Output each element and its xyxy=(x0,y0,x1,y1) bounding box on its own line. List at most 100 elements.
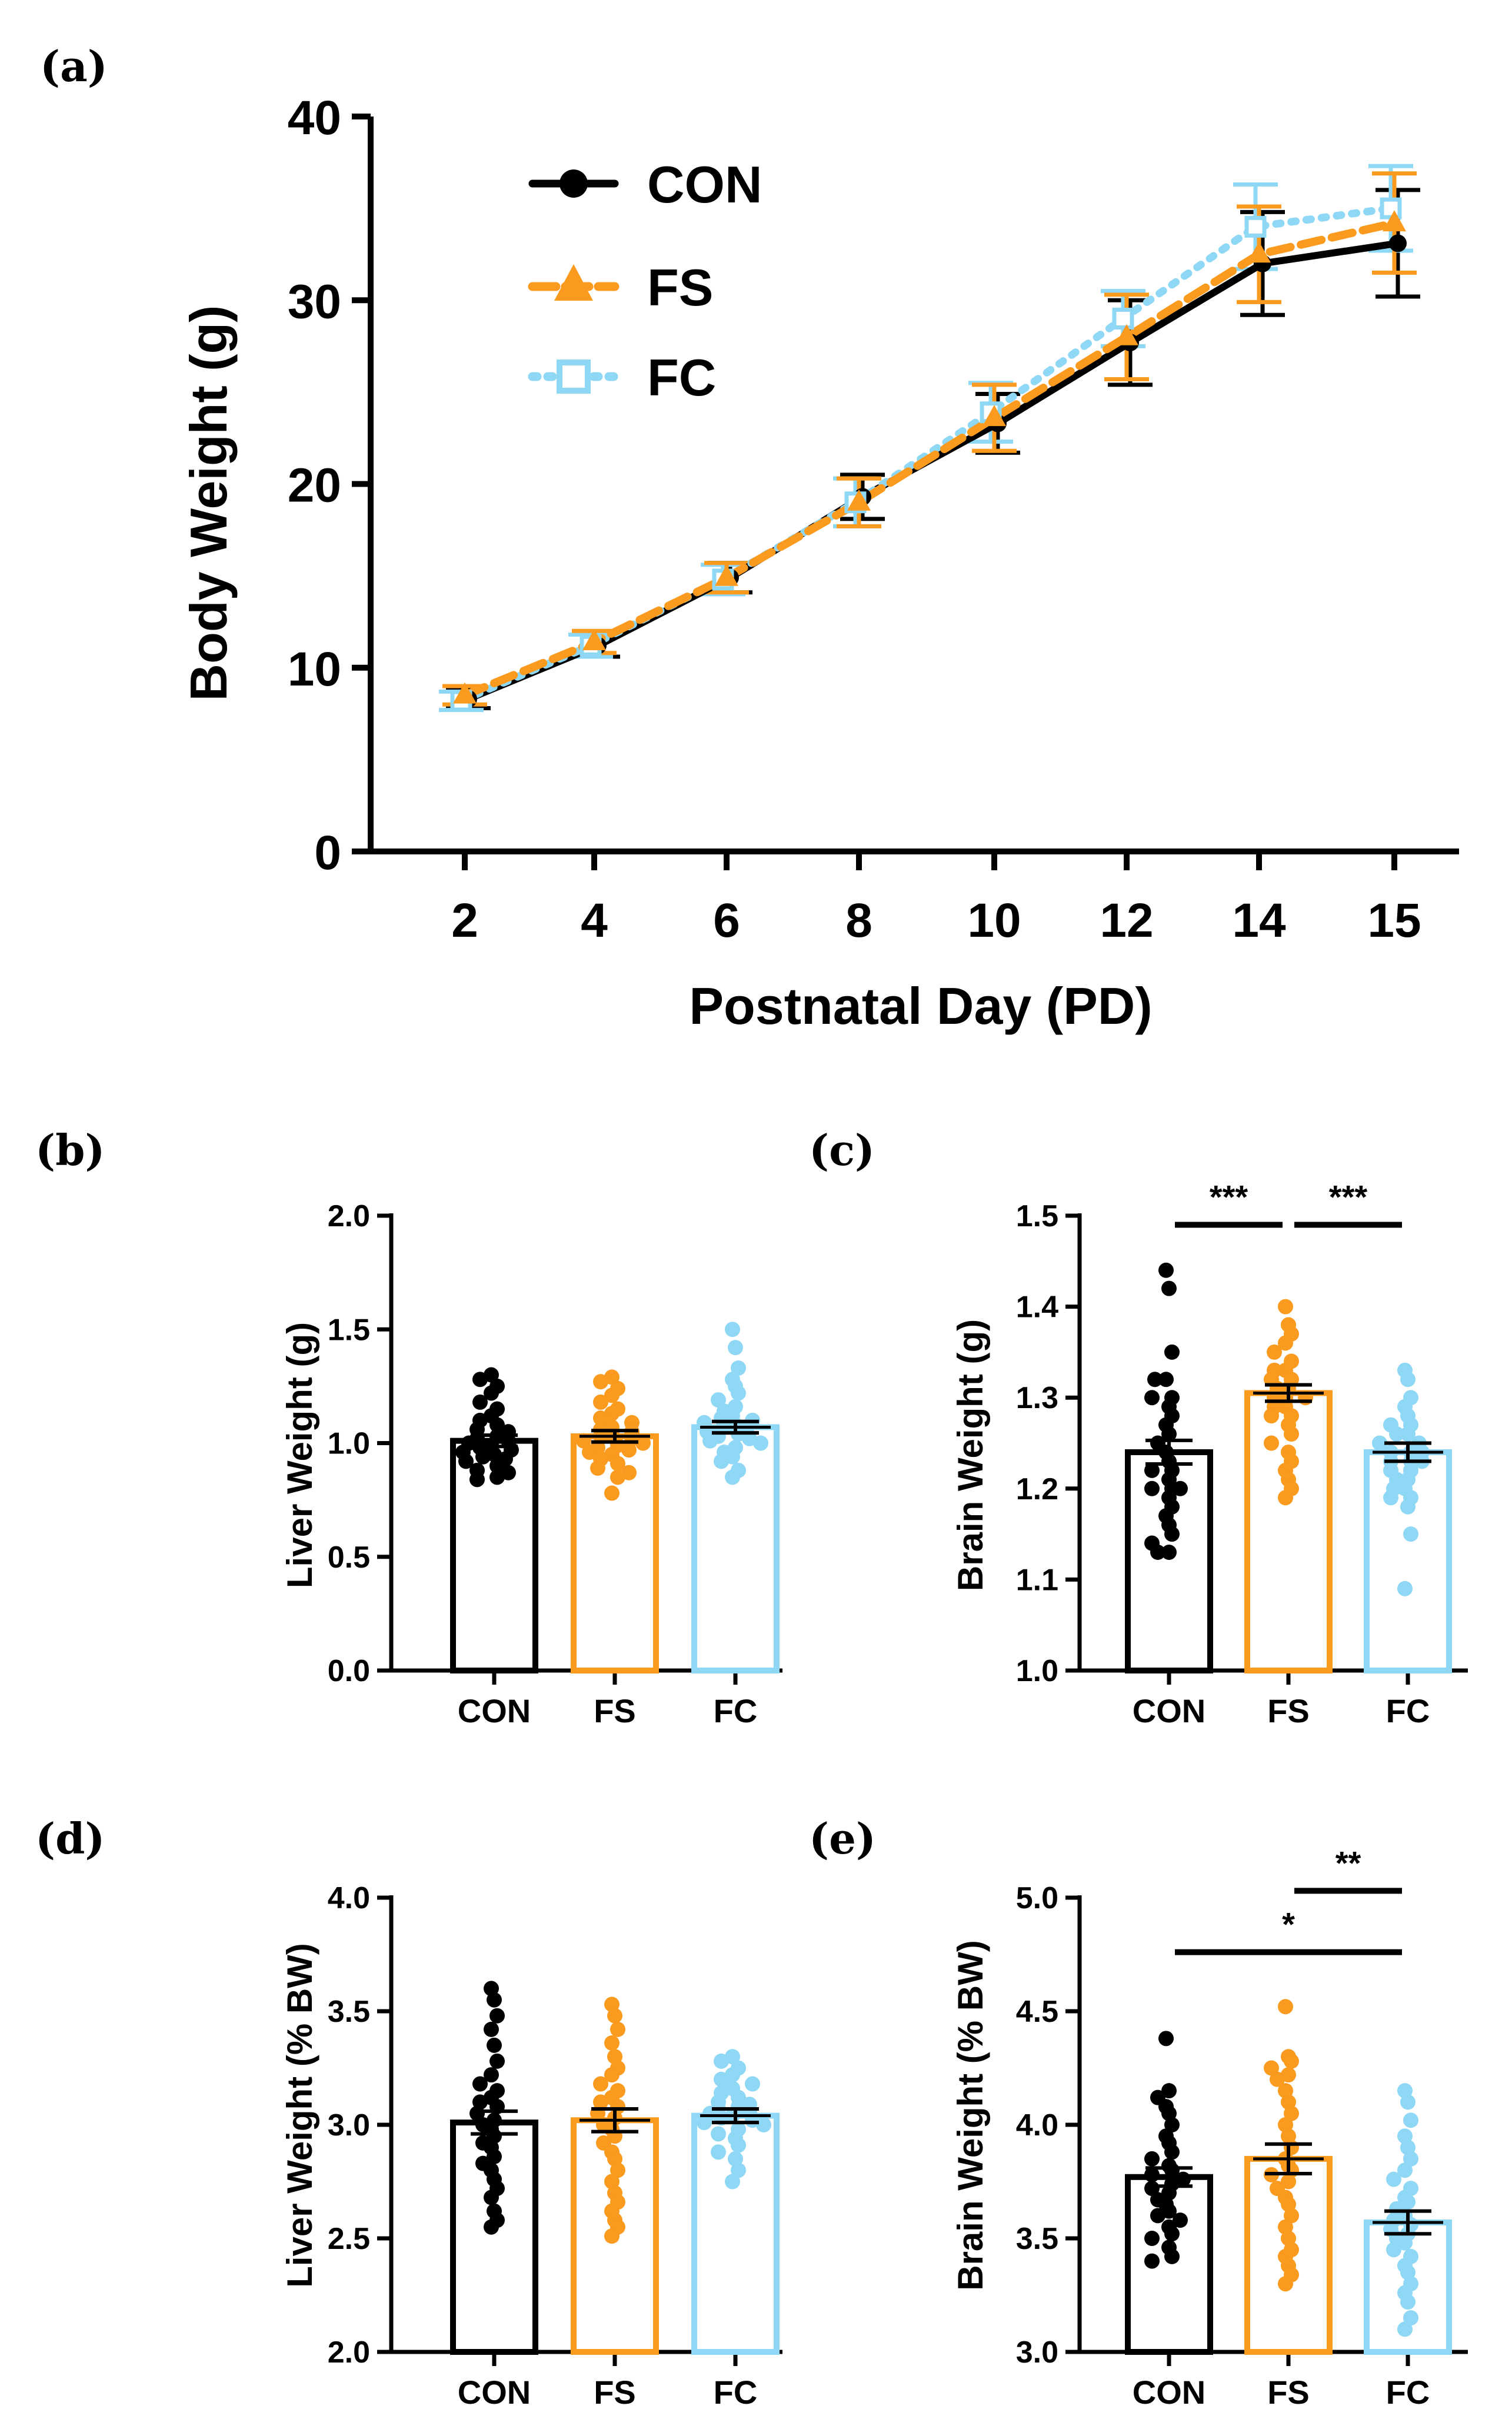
panel-c-significance-label: *** xyxy=(1329,1178,1368,1215)
panel-b-point-fs xyxy=(635,1435,651,1451)
panel-a-label: (a) xyxy=(40,41,108,91)
panel-e-point-fc xyxy=(1386,2242,1401,2258)
panel-d-point-fc xyxy=(714,2071,729,2087)
panel-b-point-fc xyxy=(731,1385,746,1401)
panel-d-x-tick-label: CON xyxy=(458,2374,531,2411)
panel-c-point-fc xyxy=(1372,1435,1387,1451)
panel-a-y-tick-label: 10 xyxy=(288,643,341,696)
panel-e-point-con xyxy=(1144,2167,1160,2182)
panel-e-point-fc xyxy=(1397,2321,1413,2337)
panel-e-y-tick-label: 3.5 xyxy=(1016,2222,1058,2256)
panel-c-y-tick-label: 1.4 xyxy=(1016,1290,1058,1325)
panel-d-point-fs xyxy=(607,2008,622,2024)
panel-a-x-tick-label: 15 xyxy=(1367,894,1421,947)
panel-b-point-fs xyxy=(593,1410,608,1426)
panel-c-bar-chart: (c) Brain Weight (g) 1.0 1.1 1.2 1.3 1.4 1.5 C… xyxy=(809,1125,1468,1729)
panel-e-point-con xyxy=(1144,2253,1160,2269)
panel-e-point-fc xyxy=(1403,2151,1418,2167)
panel-b-point-fc xyxy=(714,1453,729,1469)
panel-d-point-con xyxy=(472,2076,488,2092)
panel-d-point-fc xyxy=(711,2126,726,2142)
panel-c-y-tick-label: 1.0 xyxy=(1016,1654,1058,1688)
panel-e-point-fs xyxy=(1281,2174,1296,2190)
panel-c-point-fc xyxy=(1400,1426,1416,1442)
panel-d-point-con xyxy=(484,2067,499,2083)
panel-e-point-con xyxy=(1158,2031,1174,2047)
panel-a-line-chart: (a) Body Weight (g) Postnatal Day (PD) 0… xyxy=(40,41,1459,1035)
panel-b-point-fc xyxy=(728,1340,743,1356)
panel-d-point-con xyxy=(484,2021,499,2037)
panel-a-point-fc xyxy=(1244,215,1267,238)
panel-c-point-fs xyxy=(1264,1435,1279,1451)
panel-d-point-con xyxy=(487,2149,502,2165)
legend-marker-fs xyxy=(554,264,593,301)
panel-c-y-tick-label: 1.5 xyxy=(1016,1199,1058,1233)
panel-d-y-tick-label: 3.0 xyxy=(328,2108,370,2142)
panel-a-y-tick-label: 20 xyxy=(288,459,341,513)
panel-b-point-fs xyxy=(582,1444,597,1460)
panel-e-point-fs xyxy=(1278,2276,1293,2292)
panel-a-y-tick-label: 40 xyxy=(288,91,341,145)
panel-d-point-con xyxy=(489,2053,505,2069)
panel-b-label: (b) xyxy=(35,1125,105,1175)
panel-d-point-fs xyxy=(604,2228,620,2244)
panel-e-point-con xyxy=(1173,2212,1188,2228)
panel-a-point-fs xyxy=(983,405,1006,427)
panel-e-point-fc xyxy=(1403,2310,1418,2326)
panel-d-point-fs xyxy=(593,2076,608,2092)
panel-e-point-fs xyxy=(1284,2208,1299,2224)
panel-c-point-con xyxy=(1161,1545,1177,1560)
panel-d-bar-chart: (d) Liver Weight (% BW) 2.0 2.5 3.0 3.5 4.0 C… xyxy=(35,1814,782,2411)
panel-d-point-fs xyxy=(604,2067,620,2083)
panel-c-y-tick-label: 1.2 xyxy=(1016,1472,1058,1506)
panel-c-y-tick-label: 1.1 xyxy=(1016,1563,1058,1597)
panel-a-point-fs xyxy=(847,489,871,511)
panel-b-point-fs xyxy=(610,1456,625,1472)
panel-e-x-tick-label: FS xyxy=(1267,2374,1310,2411)
panel-a-point-fc xyxy=(1380,197,1402,219)
panel-c-point-fc xyxy=(1383,1490,1398,1506)
panel-c-bar-con xyxy=(1125,1449,1213,1673)
panel-e-point-fs xyxy=(1278,1999,1293,2015)
panel-d-point-fc xyxy=(711,2144,726,2160)
panel-a-point-fs xyxy=(1383,210,1406,232)
panel-a-point-con xyxy=(1389,234,1407,252)
panel-c-x-tick-label: FS xyxy=(1267,1692,1310,1729)
panel-b-y-tick-label: 0.5 xyxy=(328,1540,370,1575)
legend-marker-con xyxy=(559,169,588,198)
panel-e-y-tick-label: 4.0 xyxy=(1016,2108,1058,2142)
panel-c-point-con xyxy=(1144,1462,1160,1478)
panel-d-x-tick-label: FC xyxy=(714,2374,758,2411)
panel-e-point-fc xyxy=(1400,2294,1416,2310)
panel-b-x-tick-label: CON xyxy=(458,1692,531,1729)
panel-c-point-con xyxy=(1164,1344,1180,1360)
panel-b-point-fs xyxy=(590,1460,605,1476)
panel-a-x-tick-label: 12 xyxy=(1100,894,1153,947)
panel-c-point-fs xyxy=(1278,1335,1293,1351)
panel-d-y-tick-label: 2.5 xyxy=(328,2222,370,2256)
panel-b-point-fs xyxy=(610,1469,625,1485)
panel-a-x-tick-label: 8 xyxy=(845,894,872,947)
panel-d-point-con xyxy=(487,1992,502,2008)
panel-c-point-con xyxy=(1158,1372,1174,1387)
panel-d-point-fs xyxy=(610,2021,625,2037)
panel-b-point-fc xyxy=(753,1435,768,1451)
panel-a-point-fs xyxy=(453,682,477,704)
panel-d-point-fc xyxy=(745,2076,760,2092)
panel-b-y-tick-label: 2.0 xyxy=(328,1199,370,1233)
panel-e-significance-label: ** xyxy=(1336,1844,1361,1881)
panel-c-significance-label: *** xyxy=(1210,1178,1248,1215)
panel-a-series-line-fs xyxy=(461,219,1398,700)
panel-b-point-con xyxy=(472,1394,488,1410)
panel-b-point-con xyxy=(472,1372,488,1387)
panel-b-point-fs xyxy=(621,1442,637,1458)
panel-e-point-fc xyxy=(1403,2112,1418,2128)
panel-a-x-axis-title: Postnatal Day (PD) xyxy=(689,977,1152,1035)
panel-c-point-fc xyxy=(1400,1372,1416,1387)
panel-d-point-con xyxy=(487,2037,502,2053)
panel-d-point-fc xyxy=(731,2162,746,2178)
panel-b-point-con xyxy=(469,1472,485,1488)
legend-label-fs: FS xyxy=(647,258,713,317)
panel-b-point-fc xyxy=(702,1433,718,1449)
